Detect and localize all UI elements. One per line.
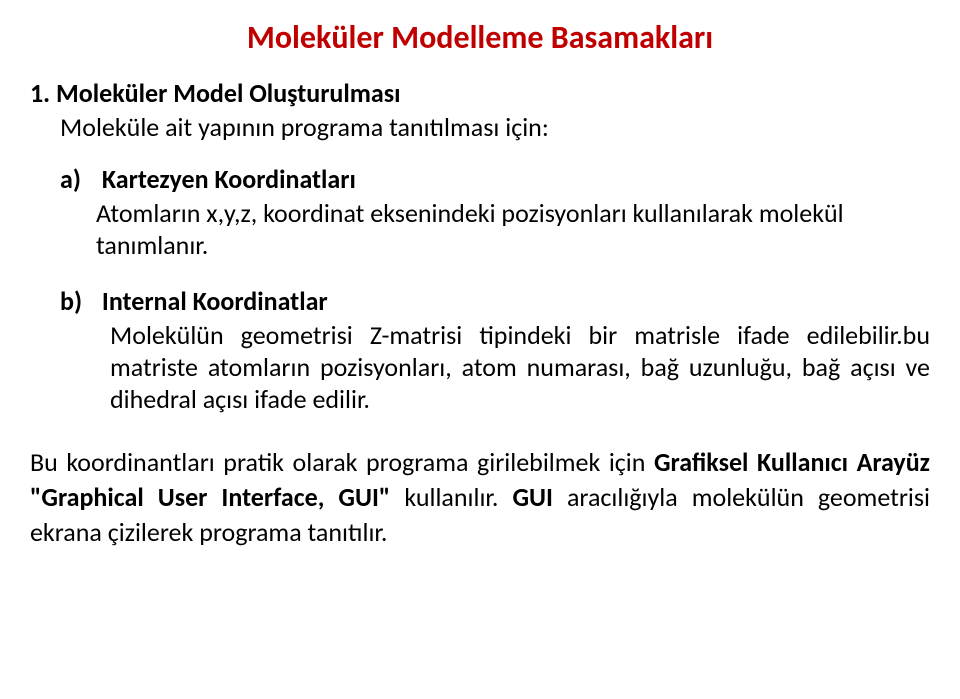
final-bold2: GUI <box>512 481 552 513</box>
list-item-b: b) Internal Koordinatlar <box>60 285 930 317</box>
final-pre: Bu koordinantları pratik olarak programa… <box>30 446 654 478</box>
list-item-b-body: Molekülün geometrisi Z-matrisi tipindeki… <box>110 319 930 415</box>
list-item-a: a) Kartezyen Koordinatları <box>60 163 930 195</box>
list-item-b-head: Internal Koordinatlar <box>102 285 328 317</box>
final-mid: kullanılır. <box>390 481 512 513</box>
list-item-a-label: a) <box>60 163 96 195</box>
list-item-a-head: Kartezyen Koordinatları <box>102 163 356 195</box>
page-title: Moleküler Modelleme Basamakları <box>30 18 930 57</box>
section-title: Moleküler Model Oluşturulması <box>56 77 401 109</box>
final-paragraph: Bu koordinantları pratik olarak programa… <box>30 445 930 550</box>
section-number: 1. <box>30 77 50 109</box>
list-item-a-body: Atomların x,y,z, koordinat eksenindeki p… <box>96 197 930 261</box>
list-item-b-label: b) <box>60 285 96 317</box>
section-1: 1. Moleküler Model Oluşturulması Molekül… <box>30 77 930 143</box>
section-subtitle: Moleküle ait yapının programa tanıtılmas… <box>60 111 930 143</box>
